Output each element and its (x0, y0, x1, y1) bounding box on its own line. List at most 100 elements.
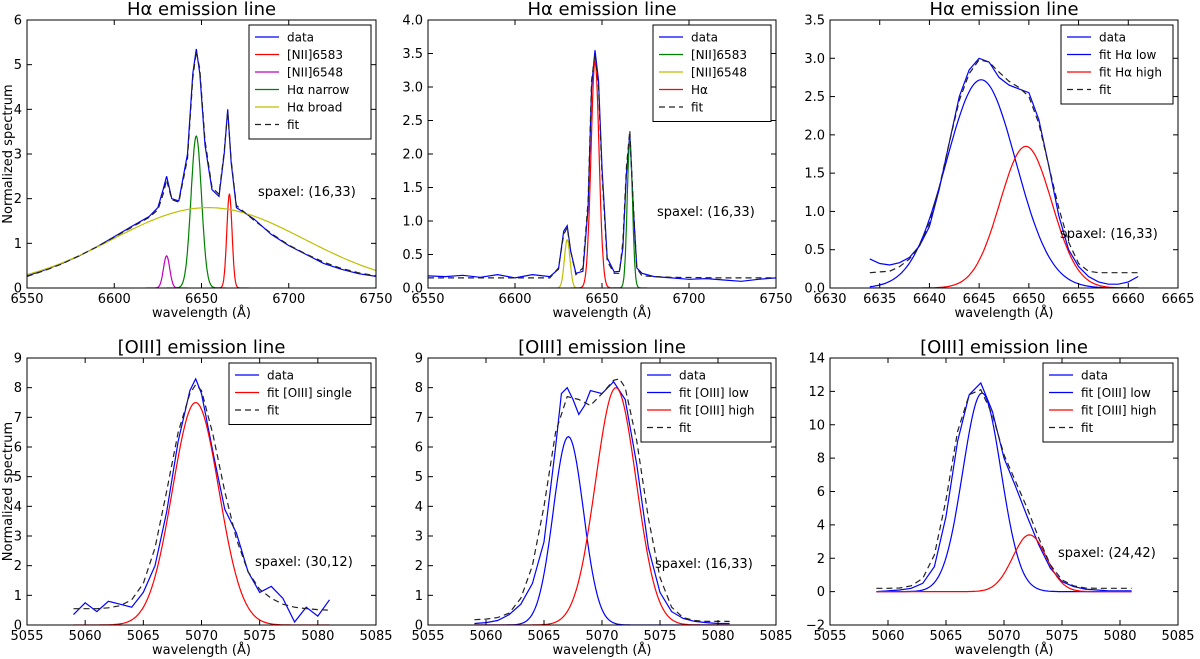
y-tick-label: 1.5 (402, 181, 423, 196)
x-tick-label: 6700 (672, 292, 705, 307)
legend-label: [NII]6583 (691, 48, 747, 62)
x-tick-label: 5065 (527, 629, 560, 644)
chart-title: Hα emission line (527, 0, 676, 20)
series-line (474, 380, 730, 625)
spaxel-annotation: spaxel: (16,33) (1060, 227, 1158, 242)
y-tick-label: 0.0 (402, 282, 423, 297)
legend-label: fit [OIII] high (679, 404, 754, 418)
legend-box (228, 362, 372, 425)
y-tick-label: 0 (14, 619, 22, 634)
y-tick-label: 9 (415, 352, 423, 367)
y-tick-label: 0.0 (804, 282, 825, 297)
series-line (869, 59, 1139, 274)
legend-label: fit [OIII] single (267, 386, 352, 400)
x-tick-label: 5080 (1103, 629, 1136, 644)
x-tick-label: 6645 (963, 292, 996, 307)
legend-label: Hα narrow (287, 83, 349, 97)
y-tick-label: 3.0 (402, 81, 423, 96)
y-axis-label: Normalized spectrum (1, 84, 16, 223)
legend: data fit [OIII] low fit [OIII] high fit (1042, 362, 1174, 443)
legend-label: fit [OIII] low (679, 386, 749, 400)
x-tick-label: 6630 (813, 292, 846, 307)
x-tick-label: 6635 (863, 292, 896, 307)
y-tick-label: 6 (14, 441, 22, 456)
y-tick-label: 5 (14, 470, 22, 485)
axes-frame (829, 19, 1179, 289)
y-tick-label: 3.0 (804, 52, 825, 67)
chart-title: [OIII] emission line (920, 337, 1088, 358)
y-tick-label: 0.5 (402, 248, 423, 263)
y-axis-label: Normalized spectrum (1, 422, 16, 561)
legend-box (248, 24, 372, 140)
series-line (73, 401, 330, 625)
x-tick-label: 6550 (411, 292, 444, 307)
y-tick-label: 3 (14, 148, 22, 163)
x-tick-label: 6600 (98, 292, 131, 307)
y-tick-label: 3 (14, 530, 22, 545)
legend: data [NII]6583 [NII]6548 Hα narrow Hα broad f… (248, 24, 372, 140)
x-axis-label: wavelength (Å) (553, 305, 652, 321)
series-line (570, 59, 620, 288)
y-tick-label: 4 (415, 500, 423, 515)
subplot-4: 5055 5060 5065 5070 5075 5080 5085 0 1 2 3 4 5 6 7 8 9 [O… (1, 337, 393, 658)
y-tick-label: 4 (14, 500, 22, 515)
legend-label: data (691, 31, 718, 45)
subplot-2: 6550 6600 6650 6700 6750 0.0 0.5 1.0 1.5 2.0 2.5 3.… (402, 0, 792, 321)
y-tick-label: 1 (14, 589, 22, 604)
series-group (474, 378, 730, 625)
legend-label: fit [OIII] low (1081, 386, 1151, 400)
y-tick-label: 2 (14, 559, 22, 574)
y-tick-label: 2 (14, 192, 22, 207)
legend-label: fit (1099, 83, 1112, 97)
x-tick-label: 5055 (813, 629, 846, 644)
x-tick-label: 5055 (411, 629, 444, 644)
y-tick-label: 1.0 (804, 205, 825, 220)
legend-label: fit (287, 118, 300, 132)
spaxel-annotation: spaxel: (16,33) (655, 557, 753, 572)
spaxel-annotation: spaxel: (24,42) (1058, 546, 1156, 561)
series-line (876, 381, 1132, 593)
y-tick-label: 0 (14, 282, 22, 297)
legend-label: fit (1081, 421, 1094, 435)
legend-label: fit Hα high (1099, 66, 1162, 80)
series-line (428, 53, 776, 279)
x-tick-label: 6650 (1012, 292, 1045, 307)
x-tick-label: 6650 (185, 292, 218, 307)
x-tick-label: 6660 (1112, 292, 1145, 307)
y-tick-label: 1.5 (804, 167, 825, 182)
x-tick-label: 5085 (759, 629, 792, 644)
y-tick-label: 1 (14, 237, 22, 252)
x-tick-label: 6750 (759, 292, 792, 307)
x-axis-label: wavelength (Å) (955, 642, 1054, 658)
chart-title: Hα emission line (929, 0, 1078, 20)
x-tick-label: 5065 (929, 629, 962, 644)
legend-box (1042, 362, 1174, 443)
x-tick-label: 5060 (69, 629, 102, 644)
subplot-3: 6630 6635 6640 6645 6650 6655 6660 6665 0.0 0.5 1.… (804, 0, 1194, 321)
y-tick-label: 2.5 (804, 90, 825, 105)
x-tick-label: 5085 (1161, 629, 1194, 644)
legend-box (652, 24, 772, 122)
series-line (27, 51, 376, 277)
x-tick-label: 5060 (871, 629, 904, 644)
y-tick-label: 2.0 (804, 128, 825, 143)
x-axis-label: wavelength (Å) (553, 642, 652, 658)
series-line (869, 145, 1139, 288)
series-line (210, 193, 249, 288)
series-line (474, 378, 730, 623)
series-line (876, 388, 1132, 589)
x-tick-label: 5075 (643, 629, 676, 644)
x-tick-label: 6550 (10, 292, 43, 307)
series-line (428, 50, 776, 282)
y-tick-label: 8 (415, 381, 423, 396)
y-tick-label: 4 (817, 518, 825, 533)
y-tick-label: 3.5 (402, 47, 423, 62)
y-tick-label: 14 (808, 352, 825, 367)
legend-label: data (267, 369, 294, 383)
series-line (549, 239, 585, 288)
x-tick-label: 6600 (498, 292, 531, 307)
legend-label: data (1099, 31, 1126, 45)
y-tick-label: 5 (415, 470, 423, 485)
subplot-5: 5055 5060 5065 5070 5075 5080 5085 0 1 2 3 4 5 6 7 8 9 [O… (411, 337, 792, 658)
x-tick-label: 5080 (701, 629, 734, 644)
